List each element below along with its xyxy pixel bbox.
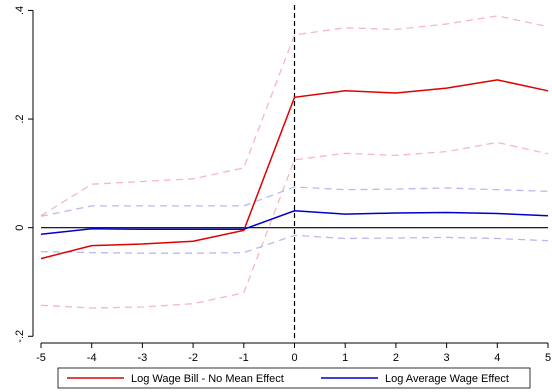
- ci-upper-average-wage: [40, 186, 549, 217]
- x-tick-label: -5: [36, 352, 46, 364]
- series-line-average-wage: [40, 210, 549, 235]
- x-tick-label: 4: [494, 352, 500, 364]
- legend-label-average-wage: Log Average Wage Effect: [385, 373, 509, 385]
- legend-label-wage-bill: Log Wage Bill - No Mean Effect: [131, 373, 284, 385]
- y-tick-label: .4: [14, 6, 26, 15]
- x-tick-label: 5: [545, 352, 551, 364]
- reference-lines: [41, 5, 548, 339]
- x-axis-ticks: -5 -4 -3 -2 -1 0 1 2 3 4 5: [36, 343, 551, 364]
- ci-lower-average-wage: [40, 234, 549, 254]
- y-tick-label: 0: [14, 225, 26, 231]
- x-tick-label: 0: [291, 352, 297, 364]
- series-line-wage-bill: [40, 79, 549, 260]
- y-tick-label: .2: [14, 114, 26, 123]
- x-tick-label: 3: [444, 352, 450, 364]
- legend: Log Wage Bill - No Mean Effect Log Avera…: [57, 367, 531, 389]
- x-tick-label: 1: [342, 352, 348, 364]
- series-lines: [40, 79, 549, 260]
- ci-lower-wage-bill: [40, 141, 549, 309]
- confidence-bands: [40, 15, 549, 309]
- legend-box: [57, 367, 531, 389]
- y-tick-label: -.2: [14, 330, 26, 343]
- x-tick-label: 2: [393, 352, 399, 364]
- y-axis-ticks: -.2 0 .2 .4: [14, 6, 33, 343]
- x-tick-label: -3: [138, 352, 148, 364]
- x-tick-label: -1: [239, 352, 249, 364]
- x-tick-label: -4: [87, 352, 97, 364]
- x-tick-label: -2: [188, 352, 198, 364]
